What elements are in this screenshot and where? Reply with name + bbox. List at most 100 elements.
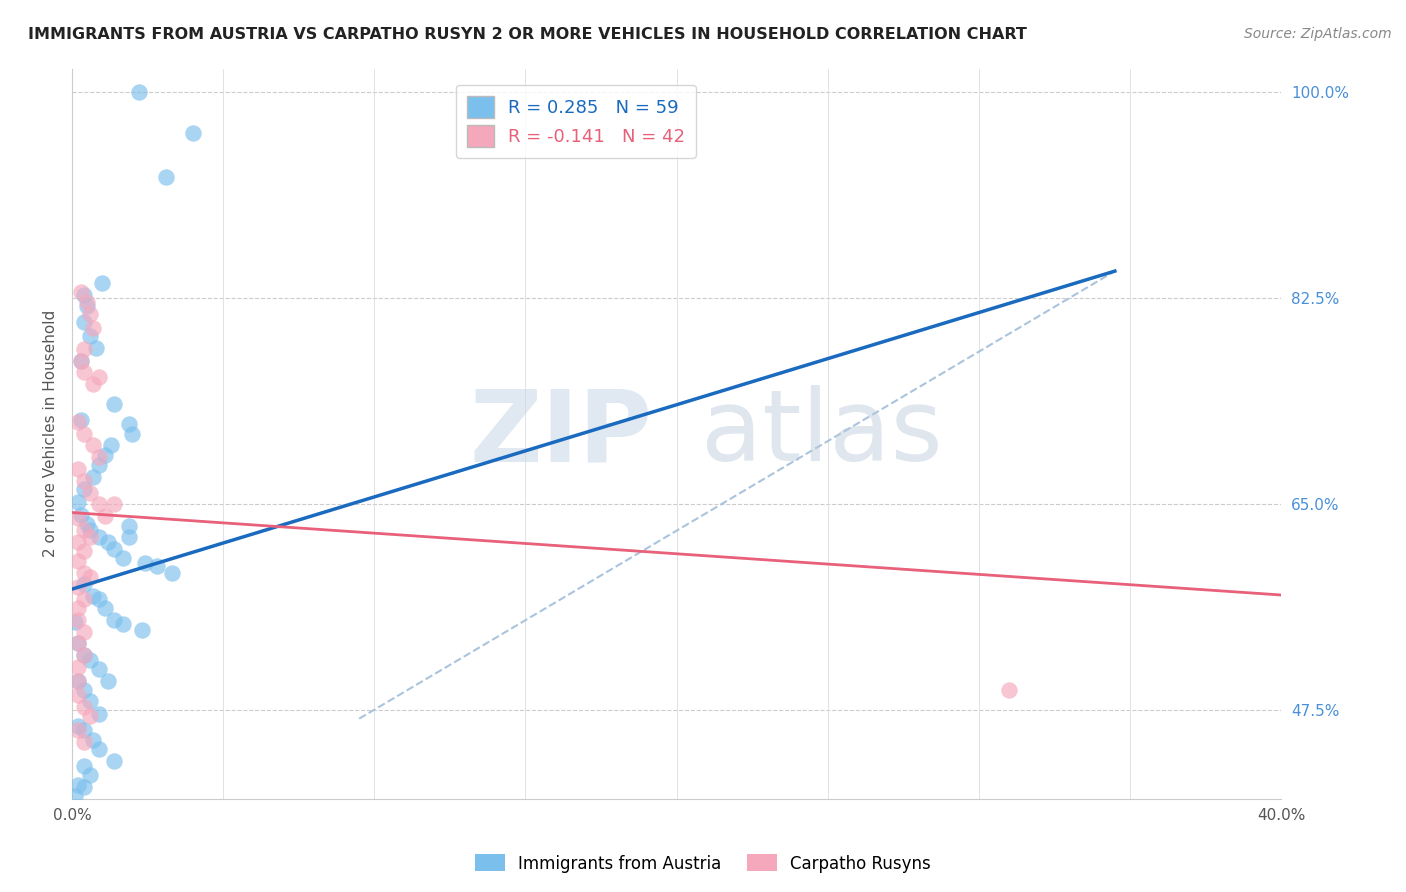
Point (73, 591, 96, 606)
Point (67, 673, 90, 688)
Point (998, 683, 1021, 698)
Point (67, 719, 90, 733)
Point (128, 85, 150, 99)
Point (67, 415, 90, 429)
Point (73, 648, 96, 662)
Point (73, 342, 96, 356)
Point (67, 778, 90, 792)
Point (112, 551, 135, 566)
Point (73, 544, 96, 558)
Point (89, 591, 111, 606)
Point (67, 535, 90, 549)
Point (103, 754, 125, 768)
Point (73, 683, 96, 698)
Point (76, 517, 98, 532)
Text: IMMIGRANTS FROM AUSTRIA VS CARPATHO RUSYN 2 OR MORE VEHICLES IN HOUSEHOLD CORREL: IMMIGRANTS FROM AUSTRIA VS CARPATHO RUSY… (28, 27, 1026, 42)
Point (94, 601, 117, 615)
Point (73, 577, 96, 591)
Point (82, 377, 104, 392)
Point (67, 660, 90, 674)
Point (82, 589, 104, 603)
Point (89, 706, 111, 721)
Point (73, 474, 96, 488)
Point (79, 653, 101, 667)
Point (131, 624, 153, 638)
Point (79, 523, 101, 537)
Point (63, 789, 86, 804)
Point (79, 768, 101, 782)
Point (67, 580, 90, 594)
Point (97, 673, 120, 688)
Point (73, 648, 96, 662)
Point (112, 617, 135, 632)
Point (145, 558, 167, 573)
Point (103, 397, 125, 411)
Text: Source: ZipAtlas.com: Source: ZipAtlas.com (1244, 27, 1392, 41)
Point (73, 287, 96, 301)
Text: atlas: atlas (700, 385, 942, 483)
Point (89, 742, 111, 756)
Point (73, 482, 96, 496)
Point (103, 613, 125, 627)
Point (79, 485, 101, 500)
Point (89, 497, 111, 511)
Point (103, 542, 125, 557)
Point (103, 497, 125, 511)
Point (82, 732, 104, 747)
Point (67, 511, 90, 525)
Point (97, 535, 120, 549)
Point (67, 688, 90, 702)
Point (94, 509, 117, 524)
Point (67, 554, 90, 568)
Point (118, 518, 141, 533)
Point (67, 462, 90, 476)
Y-axis label: 2 or more Vehicles in Household: 2 or more Vehicles in Household (44, 310, 58, 558)
Point (73, 315, 96, 329)
Point (82, 320, 104, 334)
Point (73, 699, 96, 714)
Point (79, 530, 101, 544)
Point (84, 341, 107, 355)
Point (73, 735, 96, 749)
Point (70, 412, 93, 426)
Point (76, 300, 98, 314)
Point (73, 566, 96, 580)
Point (134, 556, 156, 570)
Point (118, 530, 141, 544)
Point (67, 601, 90, 615)
Point (79, 709, 101, 723)
Legend: R = 0.285   N = 59, R = -0.141   N = 42: R = 0.285 N = 59, R = -0.141 N = 42 (456, 85, 696, 158)
Point (79, 570, 101, 584)
Point (73, 624, 96, 639)
Point (94, 448, 117, 462)
Point (76, 294, 98, 309)
Point (79, 694, 101, 708)
Point (70, 353, 93, 368)
Point (89, 662, 111, 676)
Point (67, 673, 90, 688)
Point (73, 523, 96, 537)
Point (89, 530, 111, 544)
Point (67, 636, 90, 650)
Point (118, 417, 141, 432)
Point (70, 508, 93, 522)
Point (89, 370, 111, 384)
Text: ZIP: ZIP (470, 385, 652, 483)
Point (89, 458, 111, 473)
Point (63, 615, 86, 629)
Point (67, 613, 90, 627)
Point (67, 636, 90, 650)
Point (79, 306, 101, 320)
Point (70, 285, 93, 300)
Point (155, 169, 177, 184)
Point (79, 329, 101, 343)
Point (67, 723, 90, 738)
Point (73, 780, 96, 794)
Point (89, 450, 111, 465)
Point (70, 353, 93, 368)
Point (100, 438, 122, 452)
Point (181, 126, 204, 140)
Point (82, 470, 104, 484)
Point (73, 365, 96, 379)
Point (73, 426, 96, 441)
